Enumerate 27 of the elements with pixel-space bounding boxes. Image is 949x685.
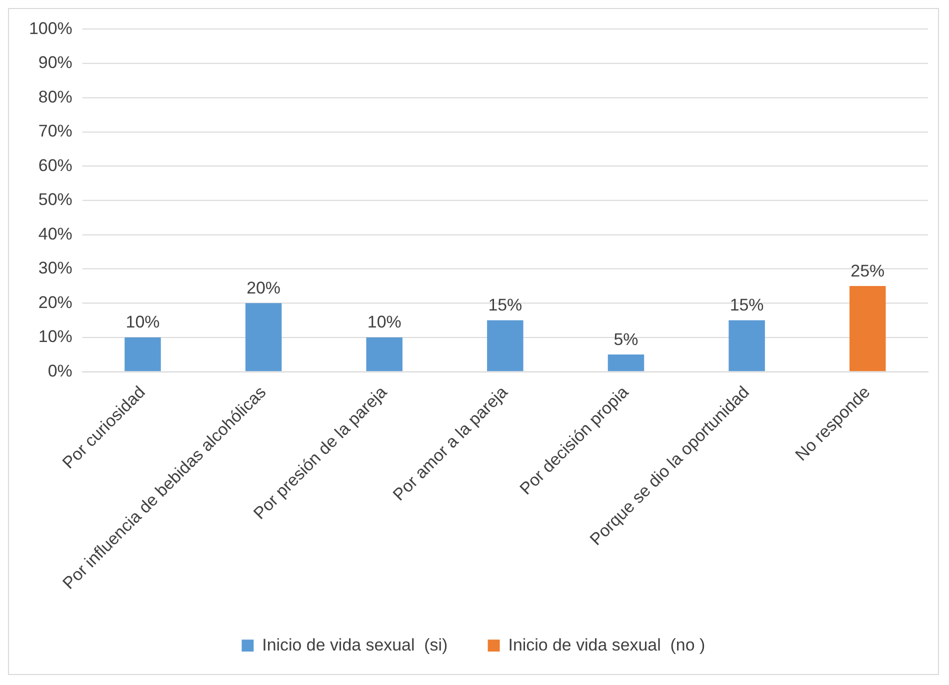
data-label: 5%	[614, 330, 638, 349]
y-tick-label: 70%	[38, 122, 72, 141]
y-tick-label: 40%	[38, 224, 72, 244]
bar	[849, 286, 886, 372]
bar	[366, 337, 402, 372]
bar	[245, 303, 282, 372]
legend-label: Inicio de vida sexual (no )	[508, 635, 706, 654]
y-tick-label: 80%	[38, 87, 72, 106]
y-tick-label: 90%	[38, 53, 72, 72]
y-tick-label: 30%	[38, 258, 72, 278]
y-tick-label: 10%	[38, 327, 72, 346]
y-tick-label: 20%	[38, 292, 72, 312]
data-label: 25%	[850, 261, 885, 280]
y-tick-label: 100%	[28, 18, 72, 38]
bar	[487, 320, 524, 372]
data-label: 15%	[730, 296, 764, 315]
data-label: 10%	[367, 312, 402, 332]
data-label: 10%	[126, 312, 160, 332]
bar	[728, 320, 765, 372]
y-tick-label: 60%	[38, 156, 72, 175]
legend-label: Inicio de vida sexual (si)	[262, 635, 448, 654]
data-label: 20%	[246, 278, 281, 298]
bar	[124, 337, 161, 372]
data-label: 15%	[488, 296, 522, 315]
y-tick-label: 0%	[48, 361, 72, 380]
y-tick-label: 50%	[38, 190, 72, 210]
bar	[608, 354, 644, 372]
